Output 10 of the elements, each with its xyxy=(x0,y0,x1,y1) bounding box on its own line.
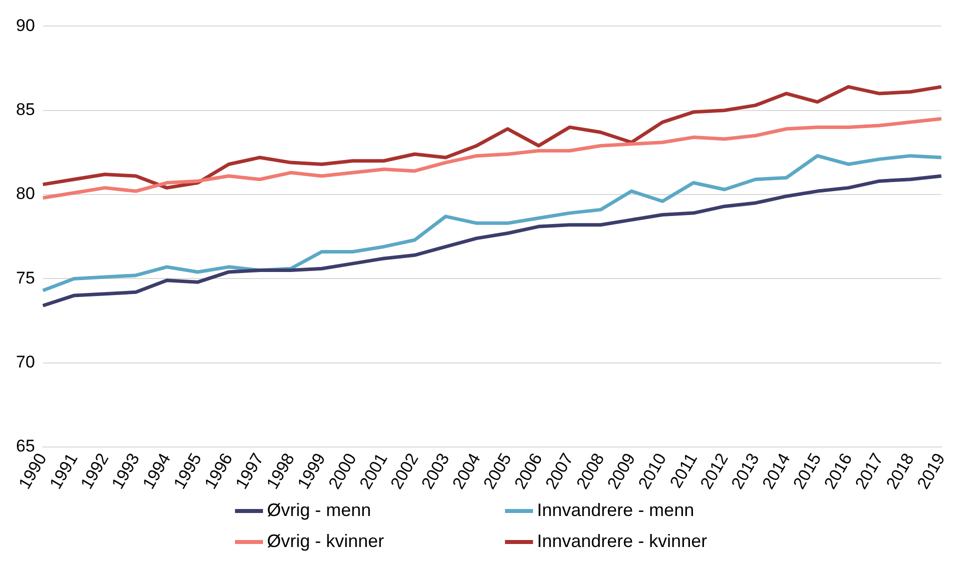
y-tick-label: 90 xyxy=(16,16,35,35)
y-tick-label: 75 xyxy=(16,268,35,288)
y-tick-label: 80 xyxy=(16,184,35,204)
y-tick-label: 70 xyxy=(16,352,35,372)
legend-label: Innvandrere - kvinner xyxy=(537,531,708,552)
y-tick-label: 65 xyxy=(16,436,35,456)
legend-label: Øvrig - menn xyxy=(267,500,372,521)
y-tick-label: 85 xyxy=(16,100,35,120)
legend-label: Innvandrere - menn xyxy=(537,500,694,521)
legend-label: Øvrig - kvinner xyxy=(267,531,384,552)
